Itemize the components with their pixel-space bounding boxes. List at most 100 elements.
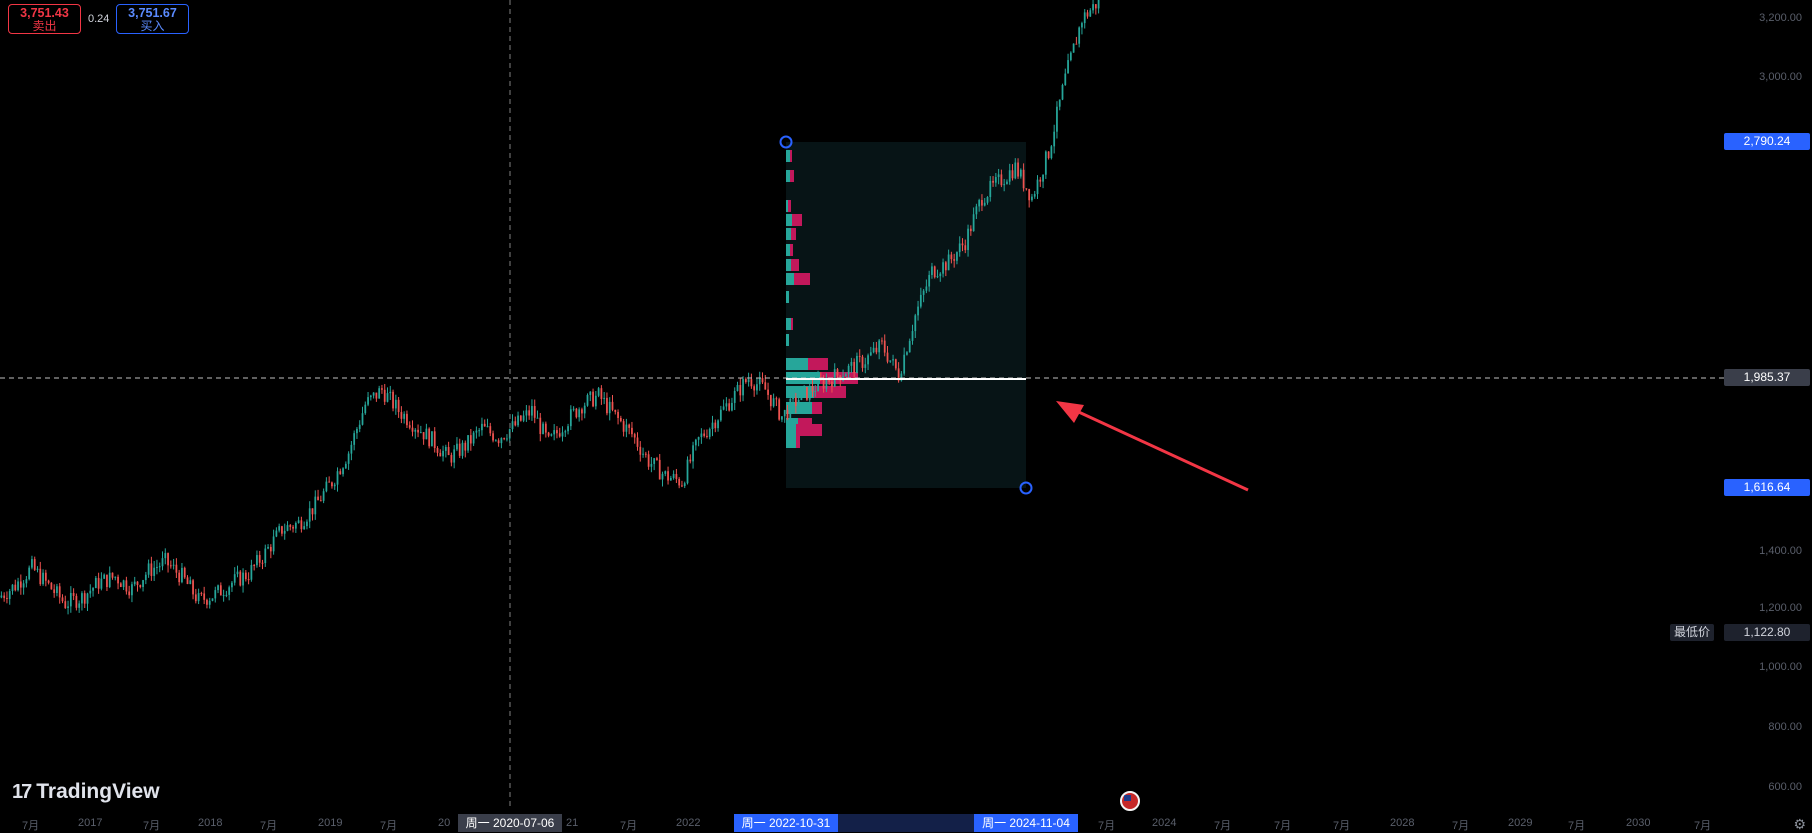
candle-body bbox=[558, 433, 561, 437]
candle-body bbox=[953, 259, 956, 261]
sell-button[interactable]: 3,751.43 卖出 bbox=[8, 4, 81, 34]
candle-body bbox=[253, 565, 256, 567]
candle-body bbox=[725, 403, 728, 407]
profile-bar-up bbox=[786, 318, 791, 330]
candle-body bbox=[644, 453, 647, 455]
candle-body bbox=[389, 391, 392, 394]
candle-body bbox=[461, 442, 464, 456]
profile-bar-up bbox=[786, 259, 791, 271]
candle-body bbox=[1000, 174, 1003, 186]
candle-body bbox=[606, 397, 608, 414]
candle-body bbox=[411, 427, 414, 432]
profile-bar-down bbox=[790, 150, 792, 162]
candle-body bbox=[761, 378, 764, 383]
candle-body bbox=[142, 580, 144, 587]
candle-body bbox=[422, 432, 425, 440]
candle-body bbox=[250, 565, 253, 580]
candle-body bbox=[978, 200, 981, 207]
candle-body bbox=[42, 572, 44, 585]
candle-body bbox=[1056, 106, 1058, 132]
candle-body bbox=[447, 447, 450, 456]
candle-body bbox=[456, 443, 458, 450]
candle-body bbox=[156, 566, 158, 568]
range-low-tag: 1,616.64 bbox=[1724, 479, 1810, 496]
candle-body bbox=[33, 559, 36, 570]
gear-icon[interactable]: ⚙ bbox=[1793, 816, 1806, 832]
candle-body bbox=[467, 435, 469, 451]
profile-bar-up bbox=[786, 200, 788, 212]
candle-body bbox=[492, 433, 494, 441]
candle-body bbox=[539, 417, 542, 435]
candle-body bbox=[944, 262, 947, 271]
profile-bar-up bbox=[786, 228, 791, 240]
candle-body bbox=[569, 409, 572, 427]
candle-body bbox=[597, 388, 600, 396]
candle-body bbox=[792, 397, 794, 400]
profile-bar-down bbox=[791, 259, 799, 271]
buy-button[interactable]: 3,751.67 买入 bbox=[116, 4, 189, 34]
candle-body bbox=[614, 409, 617, 412]
profile-bar-up bbox=[786, 150, 790, 162]
candle-body bbox=[28, 567, 31, 580]
candles bbox=[0, 0, 1100, 615]
candle-body bbox=[528, 410, 531, 416]
candle-body bbox=[19, 581, 22, 588]
candle-body bbox=[617, 411, 619, 418]
candle-body bbox=[950, 254, 953, 260]
candle-body bbox=[1047, 151, 1050, 159]
candle-body bbox=[311, 508, 314, 515]
candle-body bbox=[286, 525, 289, 531]
candle-body bbox=[1028, 189, 1031, 201]
candle-body bbox=[647, 454, 650, 467]
candle-body bbox=[983, 202, 986, 206]
candle-body bbox=[700, 433, 703, 438]
candle-body bbox=[928, 274, 931, 287]
candle-body bbox=[392, 391, 394, 409]
candle-body bbox=[281, 526, 283, 534]
candle-body bbox=[914, 315, 917, 332]
candle-body bbox=[278, 526, 281, 531]
candle-body bbox=[436, 448, 439, 453]
candle-body bbox=[900, 373, 903, 381]
candle-body bbox=[172, 564, 175, 566]
profile-bar-down bbox=[814, 386, 846, 398]
annotation-arrow[interactable] bbox=[1056, 401, 1249, 492]
candle-body bbox=[336, 471, 339, 485]
candle-body bbox=[478, 430, 481, 432]
candle-body bbox=[989, 180, 992, 197]
range-handle-bottom[interactable] bbox=[1019, 481, 1033, 495]
candle-body bbox=[733, 390, 736, 403]
volume-profile-box[interactable] bbox=[786, 142, 1026, 488]
candle-body bbox=[631, 427, 633, 435]
range-handle-top[interactable] bbox=[779, 135, 793, 149]
candle-body bbox=[139, 585, 142, 587]
candle-body bbox=[936, 276, 939, 278]
candle-body bbox=[997, 174, 1000, 178]
price-tick: 1,400.00 bbox=[1759, 545, 1802, 557]
candle-body bbox=[178, 572, 181, 583]
candle-body bbox=[36, 568, 39, 570]
candle-body bbox=[39, 568, 42, 585]
candle-body bbox=[514, 421, 517, 426]
range-end-date-tag: 周一 2024-11-04 bbox=[974, 814, 1078, 832]
candle-body bbox=[967, 228, 969, 251]
candle-body bbox=[531, 406, 533, 416]
candle-body bbox=[522, 415, 525, 421]
us-flag-icon[interactable] bbox=[1120, 791, 1140, 811]
candle-body bbox=[206, 599, 208, 605]
candle-body bbox=[425, 428, 428, 440]
candle-body bbox=[533, 406, 536, 418]
candle-body bbox=[794, 397, 797, 407]
time-tick: 2029 bbox=[1508, 817, 1533, 829]
candle-body bbox=[872, 347, 875, 353]
profile-bar-up bbox=[786, 291, 789, 303]
candle-body bbox=[625, 424, 628, 432]
candle-body bbox=[103, 574, 106, 579]
candle-body bbox=[519, 415, 522, 421]
candle-body bbox=[161, 558, 164, 567]
profile-bar-down bbox=[812, 402, 822, 414]
tradingview-logo[interactable]: 17 TradingView bbox=[12, 780, 160, 804]
candle-body bbox=[1061, 85, 1064, 100]
profile-bar-up bbox=[786, 436, 796, 448]
